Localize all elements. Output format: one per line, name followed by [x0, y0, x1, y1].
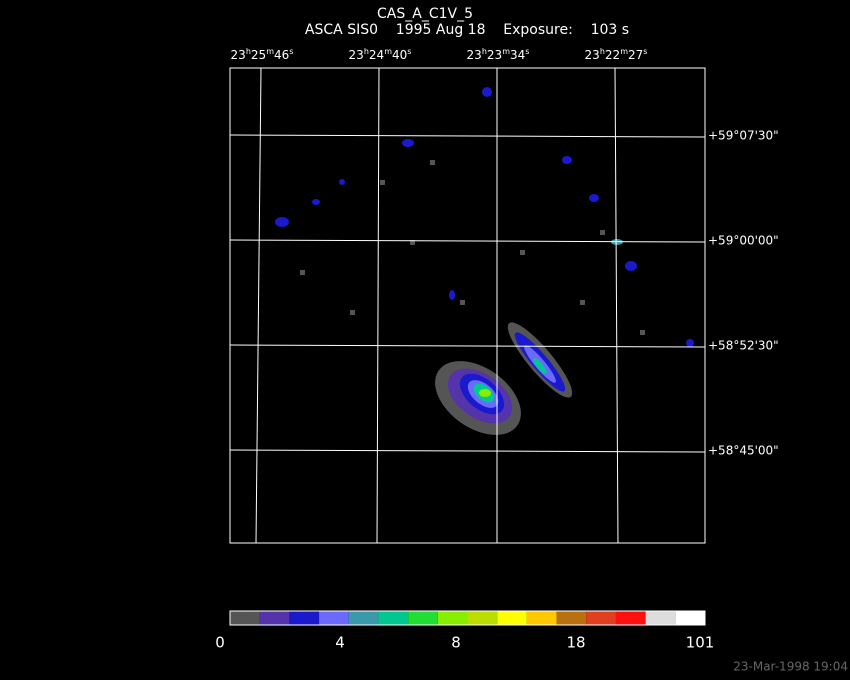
ra-hours: 23: [231, 48, 246, 62]
colorbar-segment: [437, 611, 468, 625]
colorbar-segment: [675, 611, 705, 625]
colorbar-label: 18: [566, 634, 585, 652]
dec-label: +58°52'30": [708, 339, 779, 353]
colorbar-segment: [497, 611, 527, 625]
colorbar-label: 101: [686, 634, 715, 652]
ra-unit: h: [246, 47, 251, 56]
colorbar-segment: [319, 611, 349, 625]
ra-unit: m: [384, 47, 392, 56]
ra-hours: 23: [349, 48, 364, 62]
ra-hours: 23: [467, 48, 482, 62]
colorbar-label: 8: [451, 634, 461, 652]
colorbar-frame: [229, 610, 706, 626]
ra-unit: h: [482, 47, 487, 56]
colorbar-segment: [467, 611, 498, 625]
ra-hours: 23: [585, 48, 600, 62]
ra-label: 23h25m46s: [231, 47, 294, 62]
colorbar-segment: [378, 611, 409, 625]
colorbar-segment: [289, 611, 320, 625]
ra-minutes: 22: [605, 48, 620, 62]
ra-label: 23h24m40s: [349, 47, 412, 62]
colorbar-segment: [615, 611, 646, 625]
timestamp: 23-Mar-1998 19:04: [733, 660, 848, 674]
ra-minutes: 25: [251, 48, 266, 62]
ra-label: 23h22m27s: [585, 47, 648, 62]
sky-image: [275, 87, 694, 435]
colorbar-label: 0: [215, 634, 225, 652]
colorbar-segment: [259, 611, 290, 625]
ra-unit: h: [364, 47, 369, 56]
ra-seconds: 46: [274, 48, 289, 62]
dec-label: +59°00'00": [708, 234, 779, 248]
ra-minutes: 23: [487, 48, 502, 62]
colorbar-segment: [556, 611, 587, 625]
colorbar-segment: [408, 611, 438, 625]
coordinate-grid: [229, 67, 706, 544]
colorbar-segment: [230, 611, 260, 625]
ra-unit: m: [502, 47, 510, 56]
title: CAS_A_C1V_5: [377, 6, 473, 22]
ra-unit: m: [266, 47, 274, 56]
dec-label: +59°07'30": [708, 129, 779, 143]
dec-label: +58°45'00": [708, 444, 779, 458]
colorbar-label: 4: [335, 634, 345, 652]
colorbar-segment: [645, 611, 676, 625]
subtitle: ASCA SIS0 1995 Aug 18 Exposure: 103 s: [305, 22, 629, 38]
ra-unit: s: [643, 47, 647, 56]
ra-seconds: 34: [510, 48, 525, 62]
ra-unit: s: [525, 47, 529, 56]
ra-unit: m: [620, 47, 628, 56]
ra-unit: h: [600, 47, 605, 56]
ra-seconds: 27: [628, 48, 643, 62]
ra-unit: s: [289, 47, 293, 56]
colorbar-segment: [586, 611, 616, 625]
ra-minutes: 24: [369, 48, 384, 62]
colorbar-segment: [348, 611, 379, 625]
colorbar-segment: [526, 611, 557, 625]
ra-unit: s: [407, 47, 411, 56]
ra-label: 23h23m34s: [467, 47, 530, 62]
ra-seconds: 40: [392, 48, 407, 62]
